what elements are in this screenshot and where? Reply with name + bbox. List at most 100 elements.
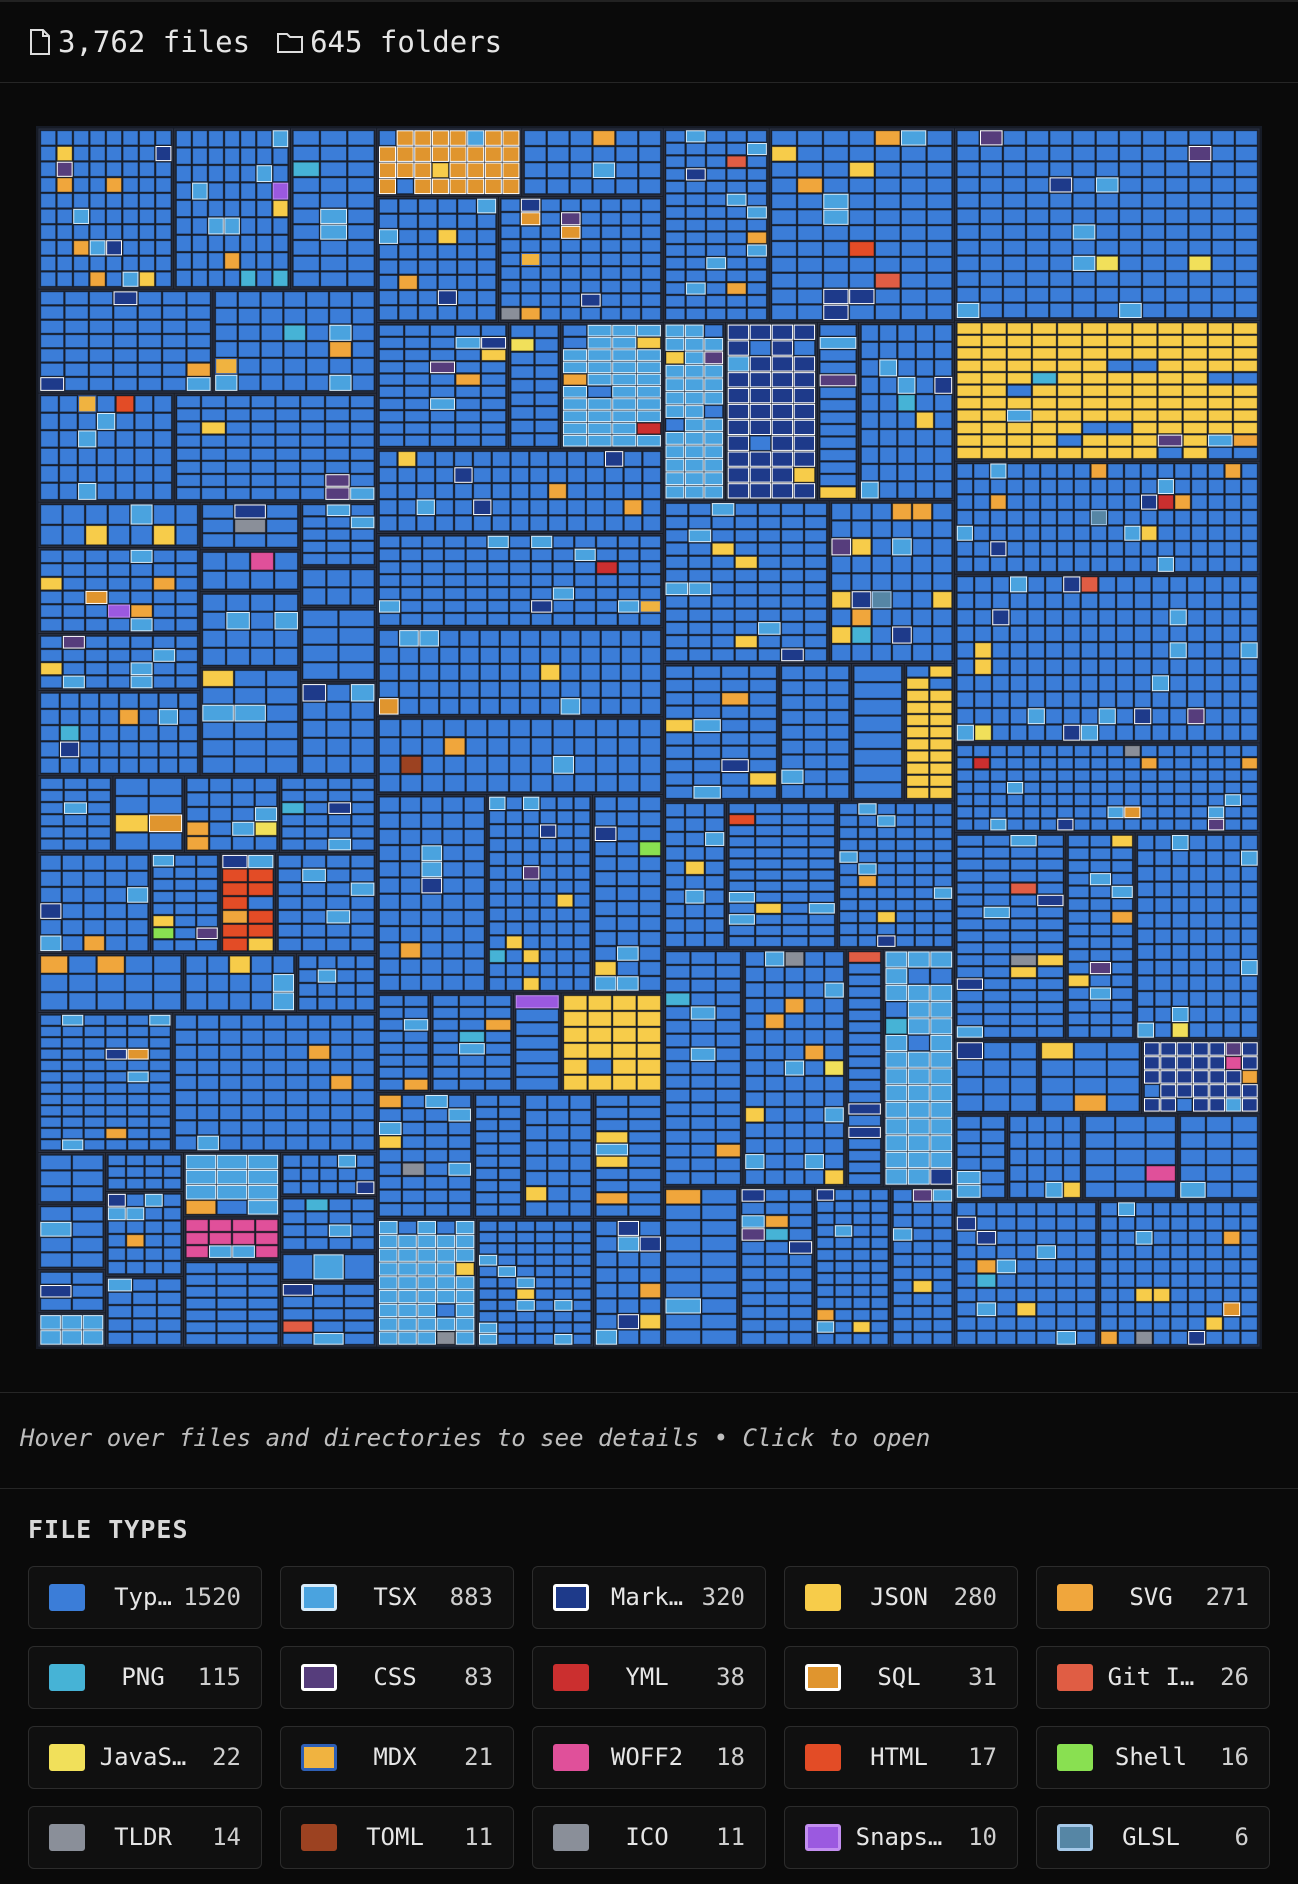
file-tile[interactable] — [520, 198, 541, 212]
file-tile[interactable] — [1134, 642, 1152, 659]
file-tile[interactable] — [1045, 708, 1063, 725]
file-tile[interactable] — [378, 535, 401, 549]
file-tile[interactable] — [1235, 302, 1258, 318]
file-tile[interactable] — [378, 1248, 398, 1262]
file-tile[interactable] — [444, 755, 466, 774]
file-tile[interactable] — [1010, 1094, 1037, 1112]
file-tile[interactable] — [185, 1232, 209, 1245]
file-tile[interactable] — [40, 709, 60, 725]
file-tile[interactable] — [1040, 818, 1057, 831]
file-tile[interactable] — [1107, 556, 1124, 572]
file-tile[interactable] — [956, 193, 980, 209]
file-tile[interactable] — [1135, 1273, 1153, 1288]
file-tile[interactable] — [148, 778, 183, 796]
file-tile[interactable] — [153, 430, 172, 448]
file-tile[interactable] — [107, 1278, 132, 1292]
file-tile[interactable] — [274, 648, 298, 666]
legend-item[interactable]: Shell 16 — [1036, 1726, 1270, 1789]
file-tile[interactable] — [665, 759, 693, 772]
file-tile[interactable] — [240, 269, 256, 287]
file-tile[interactable] — [932, 555, 953, 574]
file-tile[interactable] — [326, 910, 351, 924]
file-tile[interactable] — [1157, 806, 1174, 819]
file-tile[interactable] — [734, 648, 758, 662]
file-tile[interactable] — [749, 719, 777, 732]
file-tile[interactable] — [956, 397, 982, 410]
file-tile[interactable] — [40, 447, 59, 465]
file-tile[interactable] — [701, 1267, 737, 1283]
file-tile[interactable] — [130, 635, 153, 649]
file-tile[interactable] — [1023, 525, 1040, 541]
file-tile[interactable] — [155, 224, 172, 240]
file-tile[interactable] — [89, 130, 106, 146]
file-tile[interactable] — [934, 394, 953, 412]
file-tile[interactable] — [642, 483, 661, 499]
file-tile[interactable] — [489, 907, 506, 922]
file-tile[interactable] — [771, 340, 794, 356]
file-tile[interactable] — [747, 257, 767, 270]
file-tile[interactable] — [475, 1119, 498, 1131]
file-tile[interactable] — [105, 903, 127, 919]
file-tile[interactable] — [63, 778, 87, 790]
file-tile[interactable] — [89, 334, 113, 348]
file-tile[interactable] — [300, 447, 325, 461]
file-tile[interactable] — [826, 784, 850, 799]
file-tile[interactable] — [417, 1331, 436, 1345]
file-tile[interactable] — [556, 838, 574, 852]
file-tile[interactable] — [326, 896, 351, 910]
file-tile[interactable] — [83, 887, 105, 903]
file-tile[interactable] — [1010, 930, 1037, 943]
file-tile[interactable] — [1027, 592, 1045, 609]
file-tile[interactable] — [665, 1236, 701, 1252]
file-tile[interactable] — [1027, 708, 1045, 725]
file-tile[interactable] — [115, 832, 149, 851]
file-tile[interactable] — [934, 376, 953, 394]
file-tile[interactable] — [728, 936, 755, 947]
file-tile[interactable] — [487, 774, 509, 793]
file-tile[interactable] — [1023, 510, 1040, 526]
file-tile[interactable] — [914, 851, 934, 863]
file-tile[interactable] — [498, 1094, 521, 1107]
file-tile[interactable] — [848, 1115, 881, 1127]
file-tile[interactable] — [547, 1201, 570, 1217]
file-tile[interactable] — [414, 178, 432, 195]
file-tile[interactable] — [1116, 675, 1134, 692]
file-tile[interactable] — [983, 954, 1010, 966]
file-tile[interactable] — [819, 349, 857, 362]
file-tile[interactable] — [40, 1105, 62, 1117]
file-tile[interactable] — [72, 1237, 104, 1253]
file-tile[interactable] — [1119, 255, 1142, 271]
file-tile[interactable] — [155, 177, 172, 193]
file-tile[interactable] — [192, 269, 208, 287]
file-tile[interactable] — [665, 705, 693, 719]
file-tile[interactable] — [860, 359, 879, 377]
file-tile[interactable] — [981, 434, 1007, 447]
file-tile[interactable] — [875, 193, 901, 209]
file-tile[interactable] — [338, 627, 375, 645]
file-tile[interactable] — [793, 340, 816, 356]
file-tile[interactable] — [404, 398, 430, 410]
file-tile[interactable] — [305, 790, 328, 802]
file-tile[interactable] — [59, 465, 78, 483]
file-tile[interactable] — [272, 955, 295, 974]
file-tile[interactable] — [497, 1300, 516, 1311]
file-tile[interactable] — [175, 675, 198, 689]
file-tile[interactable] — [1209, 1070, 1226, 1084]
file-tile[interactable] — [1007, 434, 1032, 447]
file-tile[interactable] — [506, 893, 523, 908]
file-tile[interactable] — [1137, 881, 1155, 897]
file-tile[interactable] — [1176, 1042, 1193, 1056]
file-tile[interactable] — [1235, 177, 1258, 193]
file-tile[interactable] — [1116, 708, 1134, 725]
file-tile[interactable] — [1241, 541, 1258, 557]
file-tile[interactable] — [489, 880, 506, 894]
file-tile[interactable] — [378, 681, 399, 698]
file-tile[interactable] — [976, 1331, 997, 1345]
file-tile[interactable] — [1240, 625, 1258, 642]
file-tile[interactable] — [40, 1128, 62, 1139]
file-tile[interactable] — [1068, 987, 1090, 1000]
file-tile[interactable] — [1007, 510, 1024, 526]
file-tile[interactable] — [378, 1234, 398, 1248]
file-tile[interactable] — [219, 1105, 242, 1121]
file-tile[interactable] — [665, 219, 686, 232]
